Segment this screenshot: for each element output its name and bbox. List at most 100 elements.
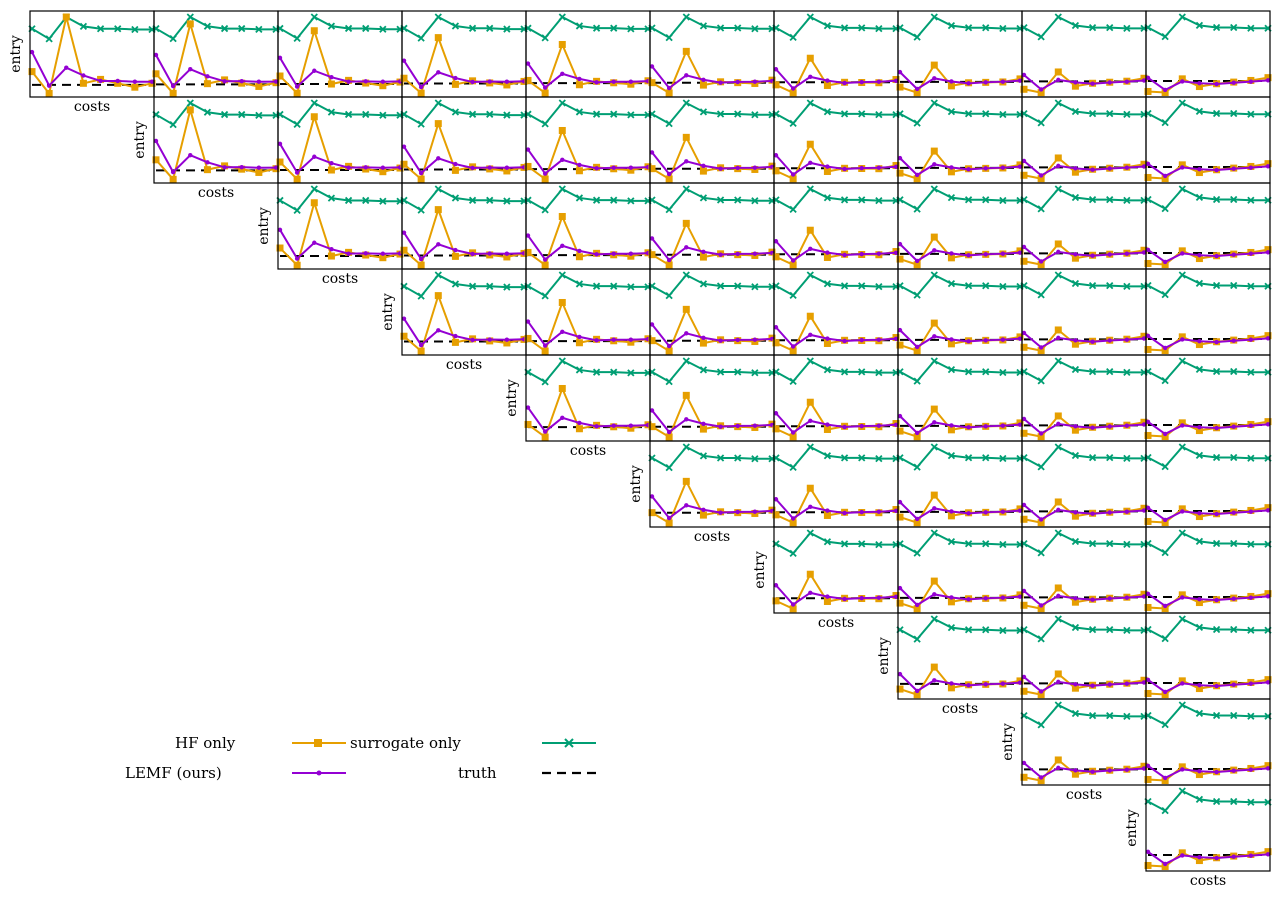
panel-r1-c6	[772, 96, 900, 184]
series-surrogate-only	[648, 99, 776, 128]
data-point	[735, 165, 740, 171]
data-point	[896, 255, 904, 263]
data-point	[541, 89, 549, 97]
data-point	[363, 165, 368, 170]
data-point	[1178, 185, 1186, 193]
data-point	[1073, 80, 1078, 85]
series-lemf	[1021, 416, 1147, 436]
data-point	[701, 249, 706, 254]
data-point	[1037, 89, 1045, 97]
data-point	[451, 166, 459, 174]
panel-r7-c8	[1020, 612, 1148, 700]
data-point	[114, 79, 122, 87]
series-surrogate-only-line	[775, 445, 896, 469]
x-axis-label: costs	[1066, 787, 1102, 803]
series-hf-only	[772, 226, 900, 269]
panel-r8-c8: costs entry	[1000, 698, 1148, 803]
data-point	[1197, 424, 1202, 430]
data-point	[875, 455, 883, 463]
data-point	[1212, 195, 1221, 204]
data-point	[1017, 164, 1023, 169]
panel-r0-c7	[896, 10, 1024, 98]
data-point	[859, 251, 864, 257]
data-point	[1214, 855, 1219, 861]
data-point	[1054, 498, 1062, 506]
data-point	[840, 454, 849, 462]
series-lemf	[1021, 72, 1147, 92]
data-point	[875, 197, 883, 205]
data-point	[1090, 81, 1095, 86]
data-point	[611, 79, 616, 84]
data-point	[1195, 599, 1203, 607]
data-point	[1161, 721, 1169, 729]
data-point	[949, 79, 954, 84]
data-point	[503, 283, 511, 291]
series-lemf-line	[31, 51, 152, 88]
data-point	[806, 185, 814, 193]
data-point	[949, 509, 954, 514]
series-lemf	[1145, 505, 1271, 523]
data-point	[701, 421, 706, 426]
panel-r3-c9	[1144, 268, 1272, 356]
data-point	[1195, 537, 1204, 546]
data-point	[1073, 166, 1078, 171]
data-point	[1180, 853, 1185, 858]
series-lemf	[773, 497, 899, 521]
series-surrogate-only	[1144, 99, 1272, 127]
data-point	[1071, 770, 1079, 778]
y-axis-label: entry	[8, 35, 24, 73]
panel-r2-c5	[648, 182, 776, 270]
data-point	[1090, 167, 1095, 172]
data-point	[293, 89, 301, 97]
data-point	[947, 537, 956, 546]
series-surrogate-only-line	[1147, 445, 1268, 468]
data-point	[1140, 590, 1148, 598]
panel-r4-c8	[1020, 354, 1148, 442]
series-lemf-line	[1023, 332, 1145, 349]
data-point	[896, 169, 904, 177]
data-point	[1037, 347, 1045, 355]
data-point	[789, 119, 797, 128]
data-point	[1107, 596, 1112, 601]
data-point	[1107, 768, 1112, 773]
data-point	[558, 212, 566, 220]
series-lemf	[649, 494, 775, 521]
data-point	[648, 251, 656, 259]
data-point	[205, 74, 210, 79]
data-point	[1195, 341, 1203, 349]
data-point	[1054, 412, 1062, 420]
series-surrogate-only	[772, 185, 900, 214]
data-point	[417, 347, 425, 355]
data-point	[238, 24, 246, 33]
data-point	[699, 452, 708, 460]
data-point	[327, 166, 335, 174]
data-point	[913, 549, 921, 557]
series-hf-only	[896, 577, 1024, 613]
series-lemf	[1021, 330, 1147, 350]
data-point	[682, 357, 690, 365]
series-surrogate-only	[400, 99, 528, 128]
data-point	[751, 455, 759, 463]
data-point	[684, 417, 689, 422]
data-point	[913, 89, 921, 97]
data-point	[999, 282, 1007, 291]
data-point	[611, 337, 616, 342]
data-point	[1124, 79, 1130, 84]
data-point	[684, 73, 689, 78]
data-point	[825, 336, 830, 341]
data-point	[1020, 85, 1028, 93]
data-point	[1248, 853, 1254, 858]
series-hf-only	[896, 405, 1024, 441]
data-point	[541, 378, 549, 386]
data-point	[1037, 721, 1045, 729]
data-point	[1230, 711, 1238, 720]
series-surrogate-only-line	[279, 187, 400, 212]
series-lemf	[29, 49, 155, 88]
data-point	[1088, 282, 1097, 290]
data-point	[1230, 195, 1238, 204]
data-point	[436, 242, 441, 247]
data-point	[1123, 540, 1131, 549]
data-point	[1212, 539, 1221, 548]
series-lemf	[773, 325, 899, 349]
series-surrogate-only	[648, 443, 776, 472]
